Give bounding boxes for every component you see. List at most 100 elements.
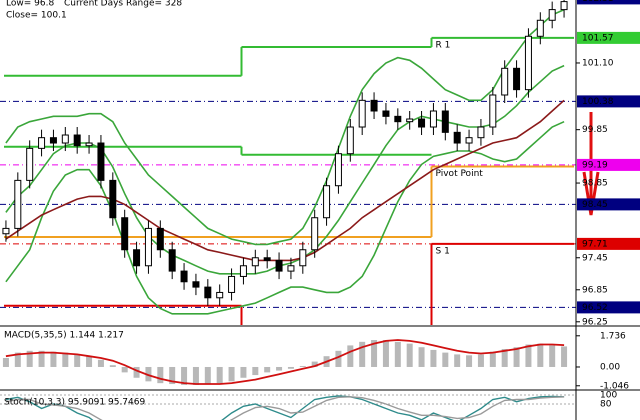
candle-body (370, 99, 378, 112)
macd-bar (264, 366, 271, 373)
candle-body (346, 126, 354, 155)
candle-body (168, 249, 176, 272)
macd-bar (311, 361, 318, 367)
price-label-bg (577, 198, 640, 211)
candle-body (73, 134, 81, 147)
pivot-label: S 1 (436, 246, 450, 256)
candle-body (2, 227, 10, 235)
candle-body (489, 94, 497, 128)
macd-bar (513, 347, 520, 367)
candle-body (382, 110, 390, 117)
stoch-title: Stoch(10,3,3) 95.9091 95.7469 (4, 398, 145, 408)
macd-bar (157, 366, 164, 384)
macd-bar (418, 347, 425, 367)
macd-bar (133, 366, 140, 378)
candle-body (228, 275, 236, 293)
macd-bar (14, 352, 21, 367)
macd-signal (5, 339, 565, 385)
macd-bar (525, 344, 532, 367)
candle-body (334, 153, 342, 187)
macd-bar (382, 340, 389, 367)
macd-bar (430, 349, 437, 367)
price-label-bg (577, 158, 640, 171)
macd-bar (109, 365, 116, 367)
price-label-bg (577, 95, 640, 108)
arrow-annotation (582, 112, 600, 216)
candle-body (477, 126, 485, 139)
price-label-bg (577, 237, 640, 250)
macd-bar (371, 340, 378, 367)
candle-body (299, 249, 307, 267)
macd-bar (86, 356, 93, 367)
candle-body (275, 259, 283, 272)
macd-bar (276, 366, 283, 371)
price-label: 101.57 (582, 33, 614, 43)
macd-bar (394, 341, 401, 367)
indicator-line (5, 99, 565, 262)
macd-bar (466, 355, 473, 367)
price-label: 97.71 (582, 239, 608, 249)
indicator-line (5, 120, 565, 315)
macd-tick-label: 1.736 (600, 331, 626, 341)
macd-bar (347, 345, 354, 367)
info-text: Low= 96.8 (6, 0, 54, 9)
info-text: Current Days Range= 328 (64, 0, 182, 9)
indicator-line (5, 8, 565, 246)
candle-body (85, 142, 93, 147)
candle-body (560, 1, 568, 11)
y-tick-label: 96.25 (582, 317, 608, 327)
price-label-bg (577, 0, 640, 5)
candle-body (429, 110, 437, 128)
candle-body (418, 118, 426, 128)
candle-body (501, 67, 509, 96)
candle-body (180, 270, 188, 283)
macd-bar (252, 366, 259, 376)
macd-bar (192, 366, 199, 385)
info-text: Close= 100.1 (6, 11, 67, 21)
stoch-tick-label: 80 (600, 400, 612, 410)
price-panel: R 1 Pivot Point S 1 (0, 0, 576, 325)
candle-body (465, 137, 473, 144)
macd-bar (406, 343, 413, 367)
macd-panel (2, 339, 568, 385)
pivot-label: R 1 (436, 40, 451, 50)
candle-body (61, 134, 69, 144)
macd-tick-label: 0.00 (600, 362, 620, 372)
price-label: 99.19 (582, 160, 608, 170)
candle-body (453, 131, 461, 144)
y-tick-label: 97.45 (582, 253, 608, 263)
candle-body (97, 142, 105, 181)
y-tick-label: 99.85 (582, 125, 608, 135)
candle-body (358, 99, 366, 128)
candle-body (204, 286, 212, 299)
macd-bar (169, 366, 176, 385)
macd-bar (216, 366, 223, 384)
price-label: 98.45 (582, 200, 608, 210)
stoch-line (5, 396, 565, 420)
candle-body (536, 19, 544, 37)
price-label-bg (577, 301, 640, 314)
macd-bar (204, 366, 211, 385)
macd-bar (454, 354, 461, 367)
macd-bar (97, 359, 104, 367)
candle-body (548, 9, 556, 21)
macd-tick-label: -1.046 (600, 381, 629, 391)
macd-bar (50, 351, 57, 367)
macd-bar (359, 341, 366, 367)
macd-bar (26, 350, 33, 367)
price-label: 96.52 (582, 303, 608, 313)
candle-body (133, 249, 141, 267)
macd-bar (62, 352, 69, 367)
candle-body (251, 257, 259, 267)
macd-title: MACD(5,35,5) 1.144 1.217 (4, 331, 124, 341)
macd-bar (38, 350, 45, 367)
macd-bar (335, 350, 342, 367)
macd-bar (2, 358, 9, 367)
macd-bar (74, 354, 81, 367)
macd-bar (228, 366, 235, 382)
candle-body (192, 281, 200, 288)
candle-body (323, 185, 331, 219)
candle-body (49, 137, 57, 144)
y-tick-label: 101.10 (582, 58, 614, 68)
